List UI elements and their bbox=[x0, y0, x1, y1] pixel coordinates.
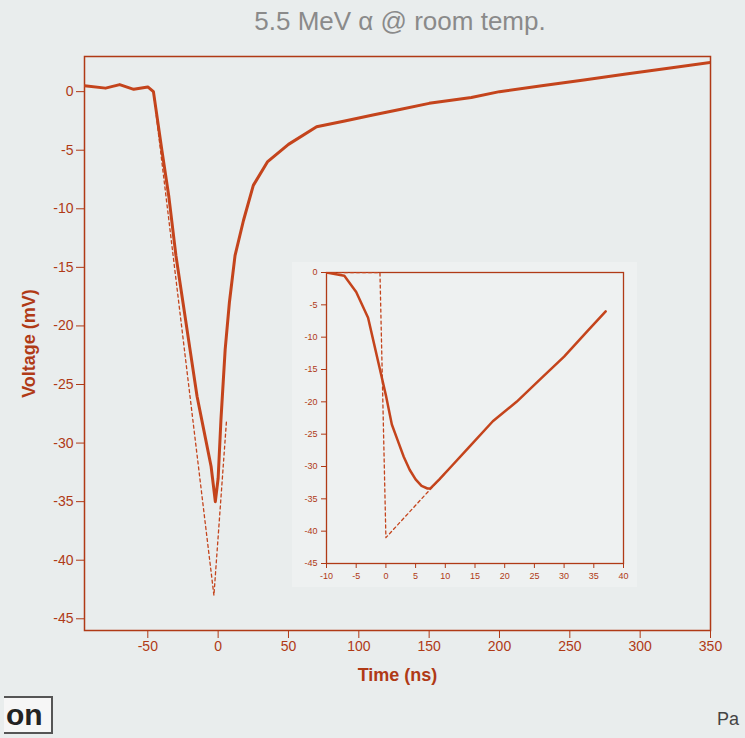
svg-text:-35: -35 bbox=[304, 494, 317, 504]
svg-text:-15: -15 bbox=[304, 364, 317, 374]
svg-text:-5: -5 bbox=[352, 571, 360, 581]
svg-text:-25: -25 bbox=[304, 429, 317, 439]
svg-text:-10: -10 bbox=[53, 200, 73, 216]
svg-text:-30: -30 bbox=[304, 461, 317, 471]
svg-text:30: 30 bbox=[559, 571, 569, 581]
svg-text:-30: -30 bbox=[53, 435, 73, 451]
svg-text:300: 300 bbox=[628, 638, 652, 654]
svg-text:-10: -10 bbox=[304, 332, 317, 342]
svg-text:-10: -10 bbox=[320, 571, 333, 581]
svg-text:-20: -20 bbox=[53, 317, 73, 333]
svg-text:-5: -5 bbox=[61, 142, 74, 158]
svg-text:15: 15 bbox=[470, 571, 480, 581]
svg-text:Voltage (mV): Voltage (mV) bbox=[19, 289, 39, 398]
svg-text:-40: -40 bbox=[304, 526, 317, 536]
svg-text:-35: -35 bbox=[53, 493, 73, 509]
svg-text:0: 0 bbox=[312, 267, 317, 277]
svg-text:-25: -25 bbox=[53, 376, 73, 392]
svg-text:10: 10 bbox=[440, 571, 450, 581]
svg-text:0: 0 bbox=[383, 571, 388, 581]
svg-text:-40: -40 bbox=[53, 552, 73, 568]
svg-text:0: 0 bbox=[214, 638, 222, 654]
svg-text:40: 40 bbox=[618, 571, 628, 581]
svg-text:0: 0 bbox=[66, 83, 74, 99]
svg-text:-45: -45 bbox=[304, 558, 317, 568]
html-text:Pa: Pa bbox=[717, 709, 739, 729]
svg-text:-50: -50 bbox=[138, 638, 158, 654]
svg-text:20: 20 bbox=[500, 571, 510, 581]
svg-text:-5: -5 bbox=[309, 300, 317, 310]
svg-text:-20: -20 bbox=[304, 397, 317, 407]
svg-text:250: 250 bbox=[558, 638, 582, 654]
html-text:on: on bbox=[6, 698, 43, 731]
svg-text:25: 25 bbox=[529, 571, 539, 581]
html-text:5.5 MeV α @ room temp.: 5.5 MeV α @ room temp. bbox=[254, 6, 546, 36]
svg-text:-45: -45 bbox=[53, 610, 73, 626]
svg-text:200: 200 bbox=[488, 638, 512, 654]
svg-text:50: 50 bbox=[281, 638, 297, 654]
svg-text:-15: -15 bbox=[53, 259, 73, 275]
svg-text:100: 100 bbox=[347, 638, 371, 654]
svg-text:150: 150 bbox=[417, 638, 441, 654]
svg-text:Time (ns): Time (ns) bbox=[358, 665, 438, 685]
svg-text:35: 35 bbox=[589, 571, 599, 581]
svg-text:5: 5 bbox=[413, 571, 418, 581]
svg-text:350: 350 bbox=[699, 638, 723, 654]
